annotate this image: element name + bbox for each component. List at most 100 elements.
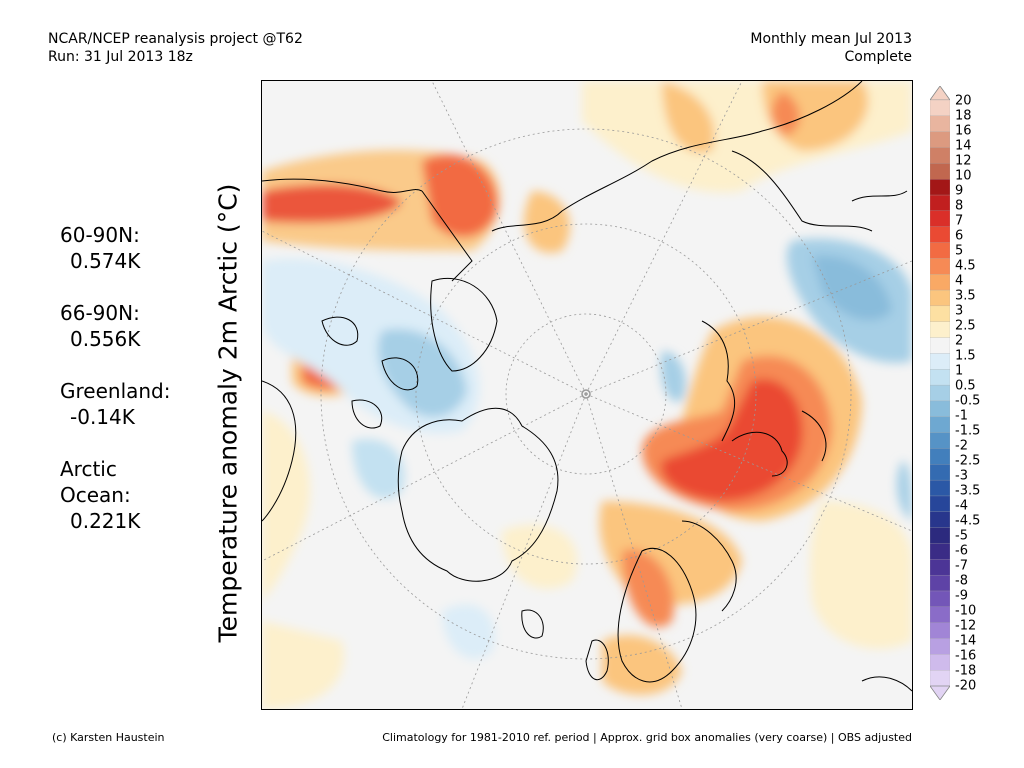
header-right: Monthly mean Jul 2013 Complete xyxy=(750,30,912,66)
stat-66-90n: 66-90N: 0.556K xyxy=(60,300,171,352)
colorbar-swatch xyxy=(929,574,951,592)
colorbar-swatch xyxy=(929,479,951,497)
credit: (c) Karsten Haustein xyxy=(52,731,165,744)
colorbar-tick-label: -6 xyxy=(955,543,968,559)
colorbar-tick-label: 7 xyxy=(955,213,964,229)
stat-value: -0.14K xyxy=(70,405,135,429)
colorbar-swatch xyxy=(929,495,951,513)
colorbar-swatch xyxy=(929,226,951,244)
colorbar-swatch xyxy=(929,258,951,275)
colorbar-swatch xyxy=(929,163,951,180)
colorbar-swatch xyxy=(929,432,951,450)
colorbar-tick-label: -4.5 xyxy=(955,513,981,529)
colorbar-tick-label: -3.5 xyxy=(955,483,981,499)
colorbar-tick-label: -2 xyxy=(955,438,968,454)
colorbar-tick-label: -14 xyxy=(955,633,977,649)
stat-label: 60-90N: xyxy=(60,223,140,247)
colorbar-tick-label: -9 xyxy=(955,588,968,604)
coastlines xyxy=(262,81,912,692)
stat-value: 0.221K xyxy=(70,509,141,533)
colorbar-swatch xyxy=(929,99,951,117)
colorbar-swatch xyxy=(929,384,951,402)
colorbar-tick-label: 1 xyxy=(955,363,964,379)
colorbar-swatch xyxy=(929,638,951,655)
colorbar-tick-label: 18 xyxy=(955,108,972,124)
colorbar-swatch xyxy=(929,210,951,228)
colorbar-tick-label: -16 xyxy=(955,648,977,664)
anomaly-fields xyxy=(262,81,912,709)
colorbar-tick-label: -0.5 xyxy=(955,393,981,409)
colorbar-swatch xyxy=(929,464,951,481)
colorbar-swatch xyxy=(929,353,951,370)
anomaly-stats: 60-90N: 0.574K 66-90N: 0.556K Greenland: -0… xyxy=(60,222,171,560)
run-time: Run: 31 Jul 2013 18z xyxy=(48,49,193,65)
colorbar-swatch xyxy=(929,289,951,307)
colorbar-tick-label: 2.5 xyxy=(955,318,976,334)
colorbar-tick-label: 2 xyxy=(955,333,964,349)
colorbar-tick-label: 5 xyxy=(955,243,964,259)
colorbar-bottom-arrow xyxy=(929,685,951,701)
colorbar-tick-label: 9 xyxy=(955,183,964,199)
colorbar-tick-label: -10 xyxy=(955,603,977,619)
colorbar xyxy=(929,85,951,701)
header-left: NCAR/NCEP reanalysis project @T62 Run: 3… xyxy=(48,30,303,66)
colorbar-tick-label: -18 xyxy=(955,663,977,679)
colorbar-tick-label: -4 xyxy=(955,498,968,514)
colorbar-swatch xyxy=(929,179,951,196)
colorbar-tick-label: 4 xyxy=(955,273,964,289)
north-pole-marker xyxy=(581,389,591,399)
colorbar-swatch xyxy=(929,400,951,418)
colorbar-swatch xyxy=(929,369,951,386)
colorbar-tick-label: -8 xyxy=(955,573,968,589)
colorbar-tick-label: 12 xyxy=(955,153,972,169)
colorbar-tick-label: 16 xyxy=(955,123,972,139)
colorbar-swatch xyxy=(929,559,951,576)
stat-label: 66-90N: xyxy=(60,301,140,325)
anomaly-map-svg xyxy=(262,81,912,709)
stat-greenland: Greenland: -0.14K xyxy=(60,378,171,430)
colorbar-swatch xyxy=(929,590,951,608)
colorbar-tick-label: 6 xyxy=(955,228,964,244)
colorbar-tick-label: -3 xyxy=(955,468,968,484)
colorbar-swatch xyxy=(929,511,951,529)
polar-map xyxy=(261,80,913,710)
colorbar-swatch xyxy=(929,527,951,545)
colorbar-tick-label: 10 xyxy=(955,168,972,184)
colorbar-swatch xyxy=(929,131,951,149)
colorbar-tick-label: -1 xyxy=(955,408,968,424)
colorbar-top-arrow xyxy=(929,85,951,101)
period-title: Monthly mean Jul 2013 xyxy=(750,31,912,47)
stat-label: Arctic Ocean: xyxy=(60,457,131,507)
colorbar-swatch xyxy=(929,115,951,133)
colorbar-tick-label: -2.5 xyxy=(955,453,981,469)
colorbar-swatch xyxy=(929,622,951,640)
colorbar-tick-label: 0.5 xyxy=(955,378,976,394)
colorbar-tick-label: 3.5 xyxy=(955,288,976,304)
model-title: NCAR/NCEP reanalysis project @T62 xyxy=(48,31,303,47)
stat-value: 0.574K xyxy=(70,249,141,273)
colorbar-swatch xyxy=(929,242,951,260)
colorbar-tick-label: 14 xyxy=(955,138,972,154)
footnote: Climatology for 1981-2010 ref. period | … xyxy=(382,731,912,744)
colorbar-tick-label: -1.5 xyxy=(955,423,981,439)
colorbar-tick-label: -7 xyxy=(955,558,968,574)
stat-60-90n: 60-90N: 0.574K xyxy=(60,222,171,274)
colorbar-swatch xyxy=(929,194,951,212)
stat-arctic-ocean: Arctic Ocean: 0.221K xyxy=(60,456,171,534)
colorbar-swatch xyxy=(929,543,951,560)
colorbar-tick-label: -20 xyxy=(955,678,977,694)
colorbar-tick-label: -12 xyxy=(955,618,977,634)
map-title-vertical: Temperature anomaly 2m Arctic (°C) xyxy=(213,183,243,643)
colorbar-swatch xyxy=(929,670,951,687)
stat-value: 0.556K xyxy=(70,327,141,351)
colorbar-swatch xyxy=(929,321,951,339)
colorbar-tick-label: 1.5 xyxy=(955,348,976,364)
colorbar-swatch xyxy=(929,337,951,355)
colorbar-swatch xyxy=(929,305,951,323)
colorbar-swatch xyxy=(929,416,951,434)
colorbar-tick-label: -5 xyxy=(955,528,968,544)
graticule xyxy=(262,81,912,709)
colorbar-swatch xyxy=(929,654,951,671)
colorbar-tick-label: 20 xyxy=(955,93,972,109)
colorbar-swatch xyxy=(929,274,951,291)
